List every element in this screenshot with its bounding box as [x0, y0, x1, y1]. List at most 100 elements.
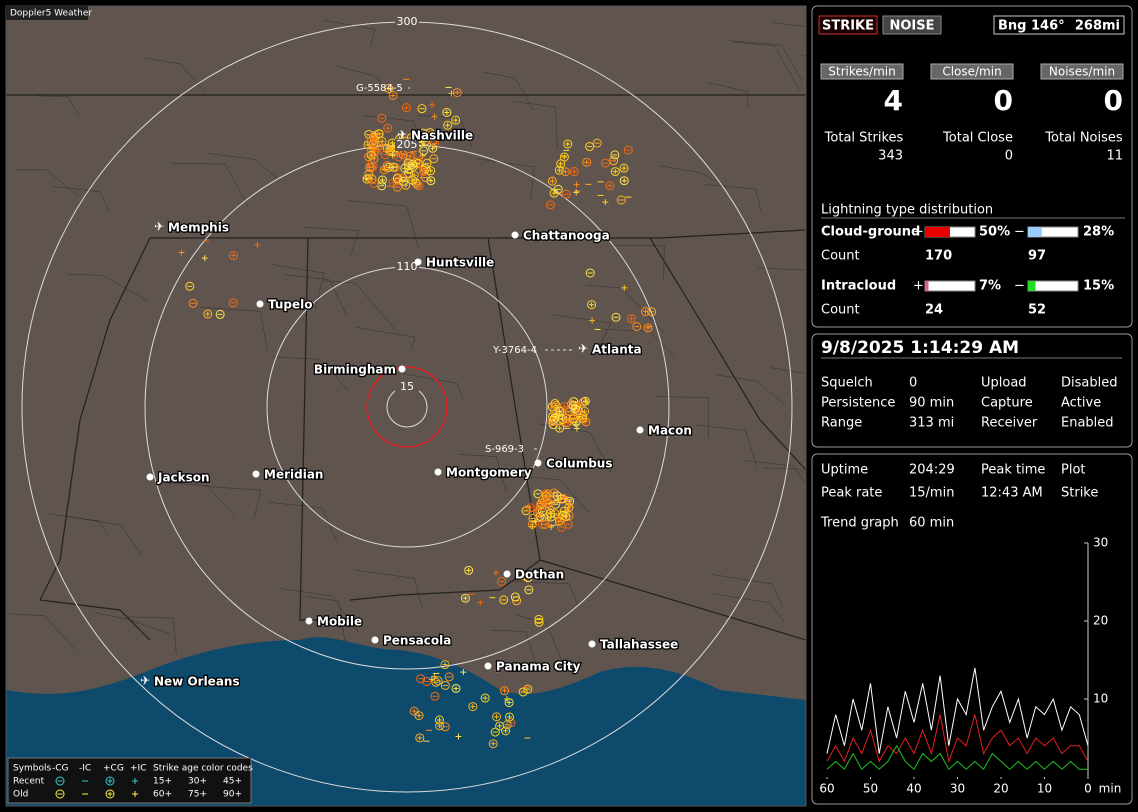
strike-symbol: [605, 181, 615, 191]
info-cell: Receiver: [981, 416, 1038, 431]
strike-symbol: [580, 396, 590, 406]
strike-symbol: [435, 721, 445, 731]
strike-symbol: [585, 142, 595, 152]
city-dot: [252, 470, 260, 478]
strike-symbol: [366, 133, 376, 143]
city-label: Birmingham: [314, 363, 396, 377]
county-line: [356, 327, 416, 350]
legend-age: 60+: [153, 790, 172, 800]
strike-symbol: [560, 167, 570, 177]
city-label: Pensacola: [383, 634, 451, 648]
info-cell: Upload: [981, 376, 1027, 391]
info-cell: Active: [1061, 396, 1101, 411]
strike-symbol: [408, 175, 418, 185]
trend-cell: Strike: [1061, 486, 1098, 501]
x-tick-label: 30: [950, 782, 965, 796]
distance: 268mi: [1075, 19, 1120, 34]
strike-symbol: [521, 571, 531, 581]
strike-symbol: [538, 495, 548, 505]
pct-bar: [1028, 227, 1042, 237]
strike-symbol: [431, 677, 441, 687]
city-dot: [588, 640, 596, 648]
strike-symbol: [534, 617, 544, 627]
strike-symbol: [362, 174, 372, 184]
strike-symbol: [440, 680, 450, 690]
trend-cell: Trend graph: [820, 516, 899, 531]
x-tick-label: 20: [993, 782, 1008, 796]
y-tick-label: 30: [1093, 536, 1108, 550]
county-line: [763, 467, 806, 474]
pct-bar: [925, 281, 929, 291]
rate-header: Close/min: [942, 65, 1001, 79]
rate-value: 0: [994, 84, 1013, 117]
map-frame: [5, 5, 807, 807]
info-cell: Range: [821, 416, 862, 431]
strike-symbol: [523, 684, 533, 694]
strike-symbol: [600, 158, 610, 168]
legend-box: [7, 757, 252, 804]
city-dot: [146, 473, 154, 481]
strike-symbol: [582, 157, 592, 167]
strike-button[interactable]: [818, 15, 878, 35]
noise-button[interactable]: [882, 15, 942, 35]
city-label: Macon: [648, 424, 692, 438]
county-line: [707, 82, 749, 107]
county-line: [403, 373, 464, 400]
strike-symbol: [468, 702, 478, 712]
city-label: Huntsville: [426, 256, 494, 270]
legend-symbol: [105, 776, 115, 786]
strike-symbol: [587, 300, 597, 310]
city-dot: [371, 636, 379, 644]
strike-symbol: [545, 200, 555, 210]
strike-symbol: [524, 585, 534, 595]
strike-symbol: [215, 309, 225, 319]
county-line: [611, 244, 665, 282]
rate-value: 0: [1104, 84, 1123, 117]
strike-symbol: [442, 108, 452, 118]
rate-header-bg: [820, 63, 904, 80]
strike-symbol: [419, 146, 429, 156]
minus-sign: −: [1014, 279, 1025, 294]
rate-header: Strikes/min: [828, 65, 895, 79]
rate-header-bg: [930, 63, 1014, 80]
noise-button-label: NOISE: [889, 19, 934, 34]
total-value: 0: [1005, 149, 1013, 164]
county-line: [715, 374, 786, 406]
info-cell: 313 mi: [909, 416, 954, 431]
trend-line: [826, 714, 1089, 764]
total-value: 343: [878, 149, 903, 164]
county-line: [284, 274, 348, 317]
airport-icon: ✈: [397, 128, 407, 142]
strike-symbol: [388, 90, 398, 100]
strike-symbol: [422, 676, 432, 686]
x-tick-label: 0: [1084, 782, 1092, 796]
strike-symbol: [464, 565, 474, 575]
strike-symbol: [563, 139, 573, 149]
strike-symbol: [610, 150, 620, 160]
strike-symbol: [228, 298, 238, 308]
city-label: Meridian: [264, 468, 323, 482]
strike-symbol: [611, 312, 621, 322]
county-line: [713, 593, 785, 623]
range-label: 15: [400, 380, 414, 393]
county-line: [206, 152, 280, 181]
strike-symbol: [408, 159, 418, 169]
city-dot: [414, 258, 422, 266]
strike-symbol: [556, 159, 566, 169]
city-label: New Orleans: [154, 675, 240, 689]
storm-label: Y-3764-4: [492, 345, 537, 356]
strike-symbol: [480, 693, 490, 703]
count-value: 170: [925, 249, 952, 264]
legend-age: 75+: [188, 790, 207, 800]
county-line: [348, 200, 419, 248]
strike-symbol: [369, 178, 379, 188]
trend-cell: 12:43 AM: [981, 486, 1043, 501]
county-line: [68, 274, 149, 302]
trend-cell: 204:29: [909, 463, 955, 478]
plot-area: [820, 543, 1088, 778]
count-label: Count: [821, 249, 860, 264]
y-tick-label: 10: [1093, 692, 1108, 706]
legend-header: -CG: [52, 764, 69, 774]
strike-symbol: [440, 722, 450, 732]
